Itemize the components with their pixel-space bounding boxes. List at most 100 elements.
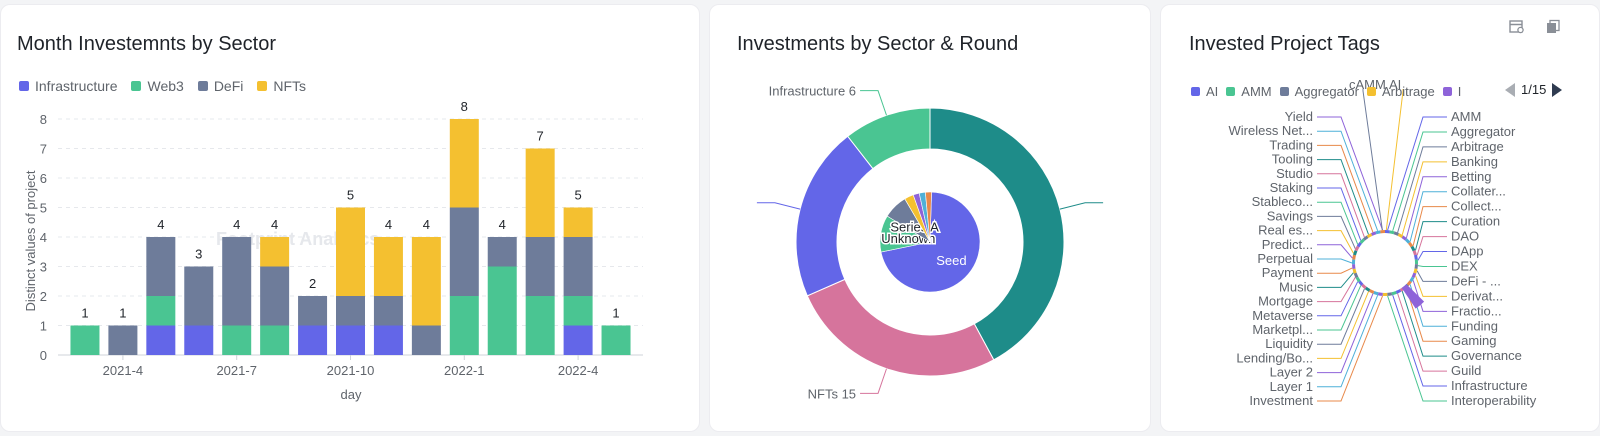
tag-slice	[1414, 259, 1418, 265]
leader-line	[1317, 215, 1356, 249]
legend-item[interactable]: AMM	[1226, 84, 1272, 99]
legend-item[interactable]: Infrastructure	[19, 78, 117, 94]
leader-line	[1392, 131, 1447, 232]
leader-line	[1416, 236, 1447, 256]
tag-slice	[1359, 238, 1365, 244]
tag-label: Interoperability	[1451, 393, 1537, 408]
tag-slice	[1352, 254, 1356, 260]
leader-line	[1362, 89, 1383, 231]
bar-segment	[411, 325, 441, 355]
legend-item[interactable]: Arbitrage	[1366, 84, 1435, 99]
bar-total-label: 3	[195, 247, 202, 262]
tag-label: Metaverse	[1252, 308, 1313, 323]
leader-line	[1412, 280, 1447, 312]
tag-slice	[1380, 230, 1385, 234]
tag-slice	[1414, 254, 1418, 260]
tag-label: Layer 2	[1270, 365, 1313, 380]
legend-item[interactable]: DeFi	[197, 78, 243, 94]
bar-total-label: 5	[347, 188, 354, 203]
tag-label: Marketpl...	[1252, 322, 1313, 337]
chart-title: Month Investemnts by Sector	[17, 33, 277, 55]
tags-panel: Invested Project Tags AMM Aggregator Arbit…	[1160, 4, 1600, 432]
bar-segment	[336, 207, 365, 296]
bar-segment	[487, 237, 517, 267]
leader-line	[1415, 275, 1447, 297]
bar-chart: 0 1 2 3 4 5 6 7 8 1 1 2021-4 4 3 4 2021-7 4 2 5 2021-10 4 4 8 2…	[23, 99, 643, 402]
bar-segment	[563, 207, 593, 237]
bar-segment	[449, 296, 479, 355]
x-tick-label: 2021-10	[327, 363, 375, 378]
bar-segment	[525, 148, 555, 237]
tag-label: Liquidity	[1265, 336, 1313, 351]
legend-item[interactable]: I	[1442, 84, 1461, 99]
tag-slice	[1395, 289, 1402, 294]
bar-segment	[411, 237, 441, 326]
bar-total-label: 4	[499, 217, 506, 232]
y-tick-label: 4	[40, 230, 47, 245]
legend-swatch	[1442, 87, 1452, 96]
tag-slice	[1352, 268, 1357, 274]
tag-label: Aggregator	[1451, 124, 1516, 139]
x-tick-label: 2021-4	[103, 363, 143, 378]
bar-legend[interactable]: Infrastructure Web3 DeFi NFTs	[19, 78, 306, 94]
tag-label: Banking	[1451, 154, 1498, 169]
y-tick-label: 1	[40, 319, 47, 334]
tag-slice	[1401, 284, 1425, 309]
prev-page-icon[interactable]	[1505, 82, 1515, 97]
leader-line	[1409, 191, 1447, 242]
tag-slice	[1354, 245, 1360, 252]
next-page-icon[interactable]	[1552, 82, 1563, 97]
x-tick-label: 2021-7	[216, 363, 256, 378]
bar-segment	[222, 325, 252, 355]
leader-line	[1317, 173, 1365, 238]
bar-segment	[373, 296, 403, 326]
tags-legend[interactable]: AI AMM Aggregator Arbitrage I	[1191, 84, 1461, 99]
bar-segment	[563, 296, 593, 326]
tag-slice	[1352, 259, 1356, 265]
tag-label: Funding	[1451, 318, 1498, 333]
bar-total-label: 1	[612, 306, 619, 321]
legend-swatch	[1191, 87, 1200, 96]
legend-item[interactable]: NFTs	[257, 78, 306, 94]
bar-segment	[146, 237, 176, 296]
tag-slice	[1377, 292, 1383, 296]
x-tick-label: 2022-1	[444, 363, 484, 378]
leader-line	[1317, 294, 1379, 388]
leader-line	[1405, 287, 1447, 342]
tag-slice	[1409, 276, 1415, 283]
leader-line	[1405, 176, 1447, 239]
leader-line	[1417, 251, 1447, 261]
legend-item[interactable]: Aggregator	[1279, 84, 1359, 99]
tag-slice	[1358, 280, 1364, 286]
chart-title: Invested Project Tags	[1189, 33, 1380, 55]
bar-segment	[373, 325, 403, 355]
legend-pager[interactable]: 1/15	[1501, 82, 1567, 97]
tag-slice	[1414, 264, 1418, 269]
tag-slice	[1382, 292, 1388, 296]
copy-icon[interactable]	[1545, 19, 1561, 35]
bar-total-label: 4	[271, 217, 278, 232]
leader-line	[1317, 277, 1356, 303]
tag-slice	[1405, 238, 1411, 244]
tag-label: Arbitrage	[1451, 139, 1504, 154]
tag-label: Governance	[1451, 348, 1522, 363]
sector-month-panel: Month Investemnts by Sector Infrastructu…	[0, 4, 700, 432]
bar-total-label: 7	[537, 129, 544, 144]
tag-slice	[1370, 231, 1377, 236]
bar-segment	[298, 296, 328, 326]
tag-label: Wireless Net...	[1228, 123, 1313, 138]
bar-segment	[563, 325, 593, 355]
leader-line	[1387, 295, 1447, 402]
legend-item[interactable]: AI	[1191, 84, 1218, 99]
leader-line	[1317, 116, 1384, 231]
leader-line	[1397, 293, 1447, 372]
chart-title: Investments by Sector & Round	[737, 33, 1019, 55]
legend-swatch	[1279, 87, 1289, 96]
leader-line	[860, 368, 887, 394]
leader-line	[1317, 291, 1369, 359]
tag-label: cAMM	[1349, 77, 1386, 92]
legend-item[interactable]: Web3	[131, 78, 184, 94]
tag-slice	[1368, 289, 1375, 294]
data-table-icon[interactable]	[1509, 19, 1525, 35]
leader-line	[1317, 293, 1374, 374]
